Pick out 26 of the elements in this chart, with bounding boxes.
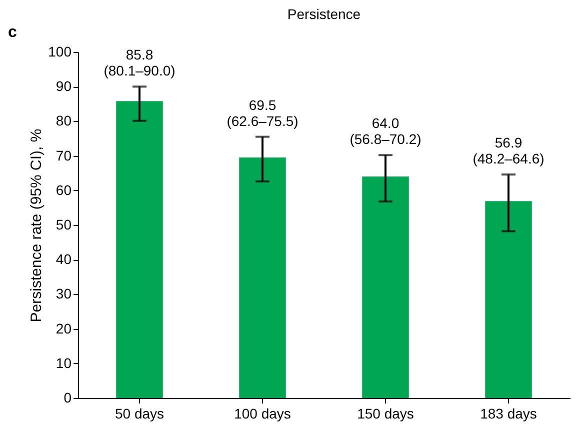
y-tick-label: 0 <box>64 390 72 406</box>
y-tick-label: 90 <box>56 78 72 94</box>
x-tick-label: 100 days <box>234 406 291 422</box>
y-tick-label: 20 <box>56 320 72 336</box>
y-tick-label: 40 <box>56 251 72 268</box>
chart-title: Persistence <box>287 6 361 22</box>
bar <box>116 101 163 398</box>
y-tick-label: 10 <box>56 354 72 371</box>
y-tick-label: 60 <box>56 182 72 198</box>
data-label: 56.9 (48.2–64.6) <box>472 134 544 166</box>
y-tick-label: 100 <box>48 44 72 60</box>
bar <box>485 201 532 398</box>
x-tick-label: 50 days <box>114 406 164 422</box>
bar <box>239 158 286 398</box>
x-tick-label: 150 days <box>357 406 414 422</box>
y-tick-label: 50 <box>56 216 72 232</box>
data-label: 64.0 (56.8–70.2) <box>350 115 422 148</box>
bar <box>362 176 409 398</box>
x-tick-label: 183 days <box>480 406 537 422</box>
y-tick-label: 80 <box>56 112 72 129</box>
data-label: 85.8 (80.1–90.0) <box>104 46 176 79</box>
y-tick-label: 70 <box>56 147 72 164</box>
y-tick-label: 30 <box>56 286 72 302</box>
text: c <box>8 24 17 41</box>
y-axis-title: Persistence rate (95% CI), % <box>28 128 46 322</box>
data-label: 69.5 (62.6–75.5) <box>226 96 298 129</box>
